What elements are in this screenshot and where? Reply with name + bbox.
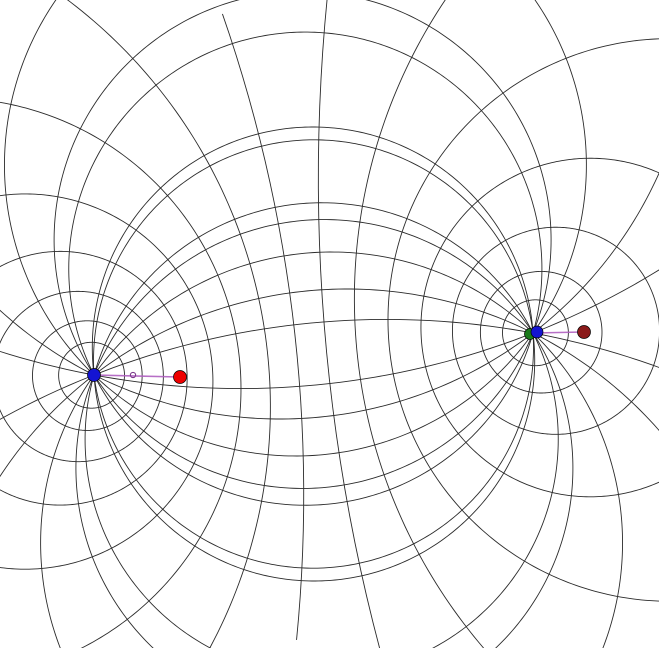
left-blue-vertex[interactable]: left focus <box>87 368 101 382</box>
right-darkred-vertex[interactable]: right outer vertex <box>577 325 591 339</box>
apollonius-curve-14 <box>503 300 569 366</box>
grid-curve-through-foci-4 <box>0 159 659 419</box>
right-blue-vertex[interactable]: right focus <box>530 325 544 339</box>
apollonius-curve-3 <box>0 251 187 505</box>
apollonius-curve-6 <box>64 0 270 648</box>
midpoint-marker[interactable]: segment midpoint <box>129 371 137 379</box>
grid-curve-through-foci-10 <box>85 203 558 648</box>
grid-curve-through-foci-2 <box>69 32 542 505</box>
apollonius-curve-0 <box>59 342 125 408</box>
apollonius-curve-11 <box>421 158 659 497</box>
grid-curve-through-foci-8 <box>0 289 659 483</box>
grid-curve-through-foci-3 <box>4 0 586 456</box>
apollonius-curve-10 <box>388 39 659 601</box>
grid-curve-through-foci-12 <box>54 0 551 488</box>
apollonius-curve-7 <box>222 14 303 640</box>
left-focal-segment <box>93 374 181 378</box>
apollonius-curve-12 <box>452 227 659 434</box>
apollonius-curve-5 <box>0 102 241 648</box>
grid-curve-through-foci-9 <box>41 252 623 648</box>
grid-curve-through-foci-0 <box>76 220 573 648</box>
apollonius-curve-13 <box>480 271 602 393</box>
apollonius-curve-8 <box>318 0 380 648</box>
apollonius-curve-2 <box>0 291 163 461</box>
apollonius-curve-9 <box>354 0 483 648</box>
vertex-markers-group: left focus left inner vertex segment midpo… <box>87 325 591 384</box>
apollonius-curve-1 <box>32 321 142 431</box>
left-red-vertex[interactable]: left inner vertex <box>173 370 187 384</box>
apollonius-curve-4 <box>0 194 213 569</box>
grid-curve-through-foci-5 <box>0 267 659 389</box>
